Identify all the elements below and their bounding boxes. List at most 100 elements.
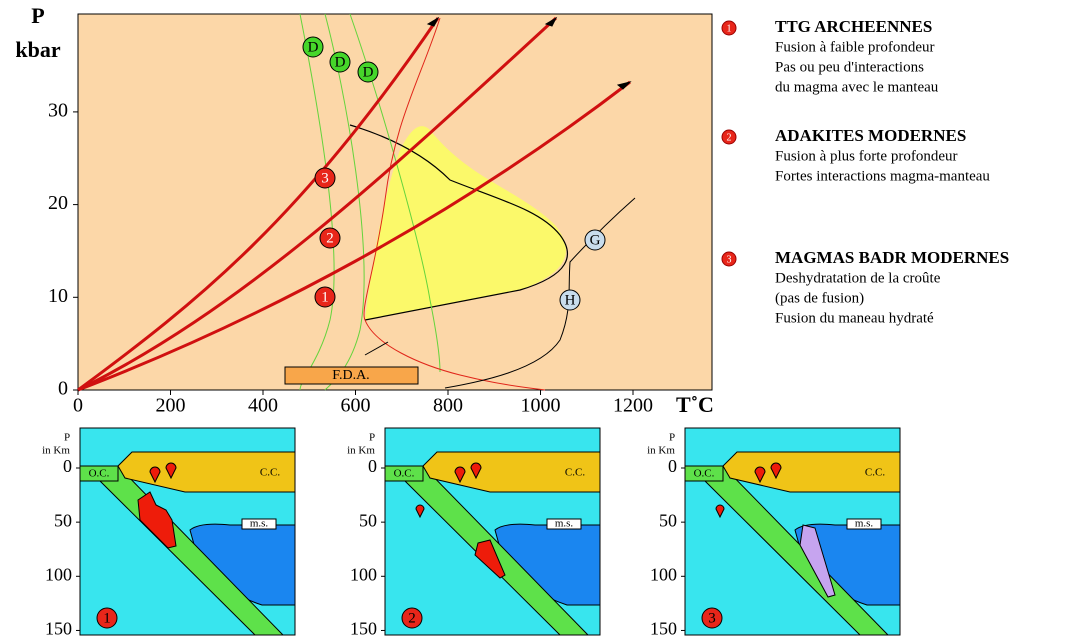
y-unit: kbar	[15, 37, 60, 62]
legend-line: Fusion du maneau hydraté	[775, 310, 934, 326]
circle-label: D	[335, 54, 346, 70]
legend-line: du magma avec le manteau	[775, 79, 939, 95]
magma-drop	[754, 466, 766, 484]
legend-number: 3	[727, 254, 732, 265]
circle-label: D	[363, 64, 374, 80]
depth-tick-label: 150	[650, 619, 677, 639]
x-tick-label: 1000	[521, 395, 561, 417]
panel	[684, 427, 901, 636]
legend-marker	[721, 251, 737, 267]
label-circle	[401, 607, 423, 629]
geotherm	[77, 17, 440, 392]
oc-label: O.C.	[694, 468, 715, 480]
hydrated-mantle	[799, 524, 836, 598]
x-tick-label: 600	[341, 395, 371, 417]
geotherm	[77, 80, 631, 392]
cc-label: C.C.	[865, 467, 885, 479]
magma-drop	[454, 466, 466, 484]
depth-tick-label: 0	[368, 456, 377, 476]
label-circle	[319, 227, 341, 249]
panel	[79, 427, 296, 636]
arrowhead	[426, 16, 632, 90]
legend-title: MAGMAS BADR MODERNES	[775, 248, 1009, 267]
magma-drop	[715, 504, 725, 519]
boundary	[349, 124, 569, 321]
solidus	[363, 17, 546, 391]
label-circle	[302, 36, 324, 58]
label-circle	[96, 607, 118, 629]
depth-tick-label: 150	[45, 619, 72, 639]
circle-label: 2	[408, 610, 416, 626]
x-tick-label: 400	[248, 395, 278, 417]
circle-label: G	[590, 232, 601, 248]
y-tick-label: 30	[48, 99, 68, 121]
circle-label: 3	[321, 170, 329, 186]
x-title: T˚C	[676, 392, 714, 417]
panel-depth: in Km	[647, 445, 675, 457]
melting-field	[365, 126, 566, 320]
legend-line: Fusion à plus forte profondeur	[775, 148, 957, 164]
oc-label: O.C.	[394, 468, 415, 480]
legend-line: Deshydratation de la croûte	[775, 270, 941, 286]
x-tick-label: 1200	[613, 395, 653, 417]
legend-line: Fortes interactions magma-manteau	[775, 168, 990, 184]
panel-p: P	[669, 432, 675, 444]
magma-drop	[470, 462, 482, 480]
legend-title: ADAKITES MODERNES	[775, 126, 966, 145]
legend-number: 2	[727, 132, 732, 143]
y-tick-label: 20	[48, 192, 68, 214]
depth-tick-label: 50	[359, 510, 377, 530]
fda-label: F.D.A.	[332, 368, 369, 383]
cc-label: C.C.	[565, 467, 585, 479]
melt	[474, 539, 506, 579]
ms-label: m.s.	[250, 518, 269, 530]
legend-number: 1	[727, 23, 732, 34]
cc-label: C.C.	[260, 467, 280, 479]
circle-label: 1	[321, 289, 329, 305]
label-circle	[357, 61, 379, 83]
legend-marker	[721, 20, 737, 36]
oc-label: O.C.	[89, 468, 110, 480]
depth-tick-label: 100	[45, 564, 72, 584]
panel-p: P	[369, 432, 375, 444]
depth-tick-label: 150	[350, 619, 377, 639]
circle-label: D	[308, 39, 319, 55]
depth-tick-label: 0	[668, 456, 677, 476]
label-circle	[559, 289, 581, 311]
label-circle	[314, 286, 336, 308]
y-title: P	[31, 3, 44, 28]
legend-line: Pas ou peu d'interactions	[775, 59, 924, 75]
magma-drop	[165, 462, 177, 480]
depth-tick-label: 0	[63, 456, 72, 476]
label-circle	[584, 229, 606, 251]
legend-marker	[721, 129, 737, 145]
fda-box	[284, 366, 419, 385]
depth-tick-label: 100	[650, 564, 677, 584]
x-tick-label: 0	[73, 395, 83, 417]
circle-label: H	[565, 292, 576, 308]
ms-label: m.s.	[855, 518, 874, 530]
legend-line: (pas de fusion)	[775, 290, 864, 306]
magma-drop	[770, 462, 782, 480]
legend-title: TTG ARCHEENNES	[775, 17, 932, 36]
geotherm	[77, 16, 558, 392]
label-circle	[329, 51, 351, 73]
depth-tick-label: 100	[350, 564, 377, 584]
magma-drop	[149, 466, 161, 484]
circle-label: 2	[326, 230, 334, 246]
label-circle	[314, 167, 336, 189]
panel-depth: in Km	[42, 445, 70, 457]
legend-line: Fusion à faible profondeur	[775, 39, 935, 55]
y-tick-label: 0	[58, 378, 68, 400]
melt	[137, 491, 177, 549]
panel-depth: in Km	[347, 445, 375, 457]
ms-label: m.s.	[555, 518, 574, 530]
panel	[384, 427, 601, 636]
x-tick-label: 800	[433, 395, 463, 417]
circle-label: 3	[708, 610, 716, 626]
pointer	[364, 341, 389, 356]
circle-label: 1	[103, 610, 111, 626]
magma-drop	[415, 504, 425, 519]
